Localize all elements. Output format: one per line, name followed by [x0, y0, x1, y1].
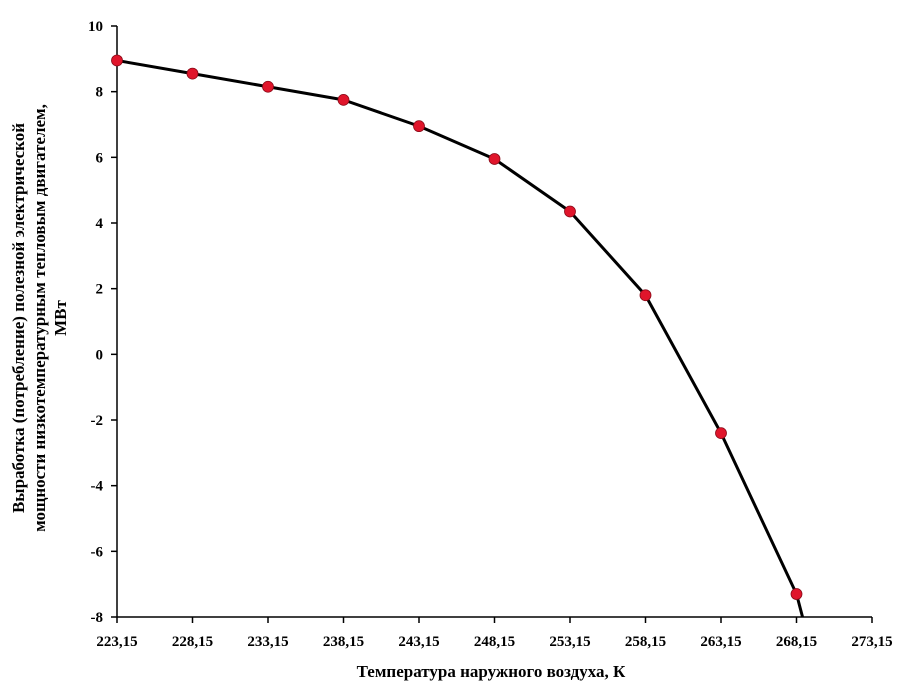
x-tick-label: 263,15 — [700, 634, 741, 650]
data-point — [337, 93, 350, 106]
data-point — [564, 205, 576, 218]
y-axis-label-line-1: Выработка (потребление) полезной электри… — [9, 123, 28, 513]
data-point — [413, 120, 425, 133]
x-tick-label: 228,15 — [172, 634, 213, 650]
x-tick-label: 258,15 — [625, 634, 666, 650]
data-point — [488, 153, 501, 165]
axes — [116, 26, 872, 618]
x-tick-label: 248,15 — [474, 634, 515, 650]
data-point — [715, 427, 727, 440]
y-tick-label: -2 — [91, 413, 104, 429]
x-tick-label: 243,15 — [398, 634, 439, 650]
x-tick-label: 233,15 — [247, 634, 288, 650]
y-tick-label: 0 — [96, 347, 104, 363]
x-axis-label: Температура наружного воздуха, К — [357, 662, 626, 681]
data-point — [639, 289, 652, 302]
data-point — [262, 80, 274, 93]
y-tick-label: -6 — [91, 544, 104, 560]
x-tick-label: 268,15 — [776, 634, 817, 650]
y-tick-label: 6 — [96, 150, 104, 166]
x-tick-label: 223,15 — [96, 634, 137, 650]
ticks: 10 8 6 4 2 0 -2 -4 -6 -8 223,15 228,15 233,15 238,15 2… — [88, 19, 893, 650]
y-axis-label: Выработка (потребление) полезной электри… — [9, 104, 70, 532]
y-tick-label: 2 — [96, 282, 104, 298]
data-point — [111, 54, 123, 67]
data-point — [186, 67, 199, 80]
x-tick-label: 273,15 — [851, 634, 892, 650]
data-point — [790, 588, 803, 600]
x-tick-label: 238,15 — [323, 634, 364, 650]
y-tick-label: 4 — [96, 216, 104, 232]
y-axis-label-line-2: мощности низкотемпературным тепловым дви… — [30, 104, 49, 532]
y-tick-label: 10 — [88, 19, 103, 35]
y-axis-label-line-3: МВт — [51, 299, 70, 335]
x-tick-label: 253,15 — [549, 634, 590, 650]
series — [111, 54, 804, 618]
y-tick-label: 8 — [96, 85, 104, 101]
y-tick-label: -4 — [91, 479, 104, 495]
series-line — [116, 58, 804, 618]
y-tick-label: -8 — [91, 610, 104, 626]
